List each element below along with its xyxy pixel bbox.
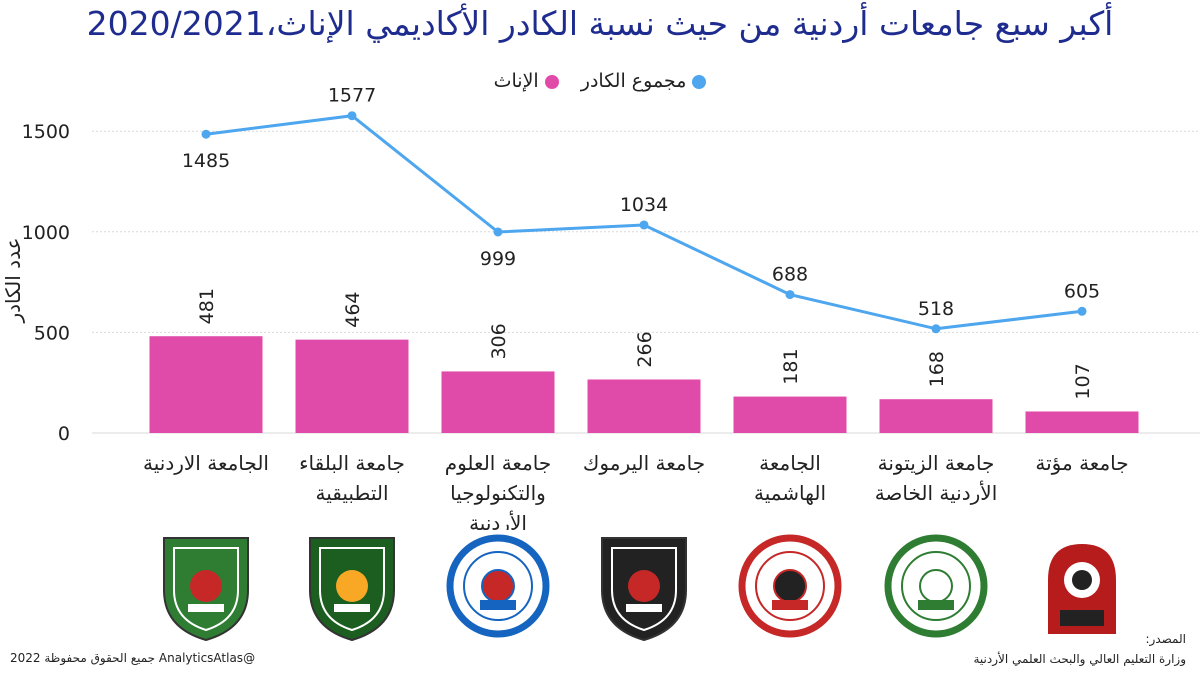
bar-1 bbox=[295, 339, 409, 433]
y-tick-label-1000: 1000 bbox=[22, 222, 70, 244]
bar-label-1: 464 bbox=[342, 292, 364, 328]
zaytoonah-university-logo bbox=[884, 530, 988, 642]
x-tick-label-3-0: جامعة اليرموك bbox=[583, 451, 705, 475]
line-label-6: 605 bbox=[1064, 280, 1100, 302]
copyright-text: @AnalyticsAtlas جميع الحقوق محفوظة 2022 bbox=[10, 651, 256, 665]
line-point-3 bbox=[639, 220, 649, 230]
bar-2 bbox=[441, 371, 555, 433]
bar-0 bbox=[149, 336, 263, 433]
line-label-2: 999 bbox=[480, 248, 516, 270]
chart-canvas: 0 500 1000 1500 عدد الكادر 481 464 306 266 181 168… bbox=[1, 85, 1200, 530]
y-tick-label-0: 0 bbox=[58, 423, 70, 445]
legend-label-total: مجموع الكادر bbox=[580, 70, 687, 92]
source-label: المصدر: bbox=[1145, 632, 1186, 646]
bar-label-4: 181 bbox=[780, 348, 802, 384]
bar-4 bbox=[733, 396, 847, 433]
balqa-applied-university-logo bbox=[300, 530, 404, 642]
yarmouk-university-logo bbox=[592, 530, 696, 642]
bar-label-6: 107 bbox=[1072, 363, 1094, 399]
legend: مجموع الكادر الإناث bbox=[0, 70, 1200, 92]
legend-item-total: مجموع الكادر bbox=[581, 70, 707, 92]
x-tick-label-6-0: جامعة مؤتة bbox=[1035, 451, 1128, 475]
x-tick-label-5-1: الأردنية الخاصة bbox=[875, 481, 998, 505]
line-point-5 bbox=[931, 324, 941, 334]
x-tick-label-2-1: والتكنولوجيا bbox=[450, 481, 546, 505]
bar-label-0: 481 bbox=[196, 288, 218, 324]
line-label-1: 1577 bbox=[328, 85, 376, 107]
y-tick-label-1500: 1500 bbox=[22, 121, 70, 143]
line-label-3: 1034 bbox=[620, 194, 668, 216]
legend-swatch-female bbox=[544, 74, 559, 89]
x-tick-label-4-0: الجامعة bbox=[759, 451, 821, 475]
bar-label-5: 168 bbox=[926, 351, 948, 387]
line-point-0 bbox=[201, 129, 211, 139]
y-axis-label: عدد الكادر bbox=[1, 237, 25, 323]
bar-label-2: 306 bbox=[488, 323, 510, 359]
university-of-jordan-logo bbox=[154, 530, 258, 642]
x-tick-label-0-0: الجامعة الاردنية bbox=[143, 451, 269, 475]
bar-3 bbox=[587, 379, 701, 433]
x-tick-label-2-2: الأردنية bbox=[469, 511, 527, 530]
bar-5 bbox=[879, 399, 993, 433]
legend-label-female: الإناث bbox=[493, 70, 539, 92]
hashemite-university-logo bbox=[738, 530, 842, 642]
x-tick-label-1-1: التطبيقية bbox=[315, 481, 388, 505]
bar-label-3: 266 bbox=[634, 331, 656, 367]
bar-6 bbox=[1025, 411, 1139, 433]
x-tick-label-1-0: جامعة البلقاء bbox=[299, 451, 405, 475]
just-logo bbox=[446, 530, 550, 642]
line-point-1 bbox=[347, 111, 357, 121]
y-tick-label-500: 500 bbox=[34, 322, 70, 344]
legend-item-female: الإناث bbox=[494, 70, 559, 92]
mutah-university-logo bbox=[1030, 530, 1134, 642]
legend-swatch-total bbox=[692, 74, 707, 89]
source-text: وزارة التعليم العالي والبحث العلمي الأرد… bbox=[973, 652, 1187, 666]
chart-title: أكبر سبع جامعات أردنية من حيث نسبة الكاد… bbox=[86, 4, 1114, 43]
x-tick-label-4-1: الهاشمية bbox=[754, 481, 826, 505]
x-tick-label-5-0: جامعة الزيتونة bbox=[878, 451, 995, 475]
line-point-6 bbox=[1077, 306, 1087, 316]
line-point-4 bbox=[785, 290, 795, 300]
x-tick-label-2-0: جامعة العلوم bbox=[445, 451, 552, 475]
line-point-2 bbox=[493, 227, 503, 237]
line-label-0: 1485 bbox=[182, 150, 230, 172]
line-label-4: 688 bbox=[772, 264, 808, 286]
line-label-5: 518 bbox=[918, 298, 954, 320]
